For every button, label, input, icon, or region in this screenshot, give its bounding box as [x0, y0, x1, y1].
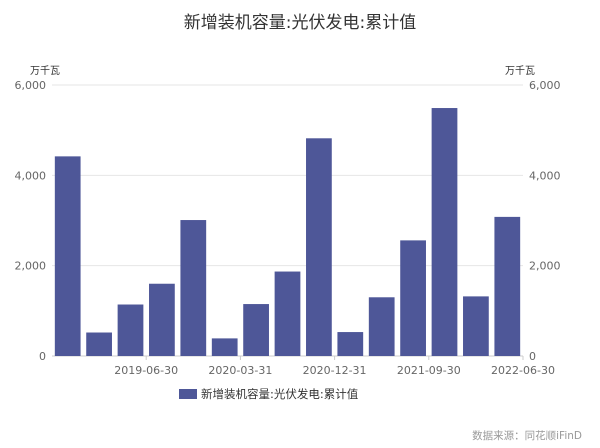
y-tick-label-right: 6,000 — [529, 79, 561, 92]
bar — [54, 156, 81, 356]
source-note: 数据来源：同花顺iFinD — [472, 430, 582, 442]
chart-title: 新增装机容量:光伏发电:累计值 — [183, 13, 417, 33]
y-tick-label-right: 2,000 — [529, 260, 561, 273]
y-tick-label-left: 2,000 — [15, 260, 47, 273]
bar — [117, 304, 144, 356]
y-tick-label-left: 6,000 — [15, 79, 47, 92]
bar — [337, 332, 364, 356]
legend[interactable]: 新增装机容量:光伏发电:累计值 — [179, 386, 358, 402]
bar — [494, 216, 521, 356]
x-tick-label: 2020-03-31 — [208, 364, 272, 377]
bar — [368, 297, 395, 356]
bar — [431, 108, 458, 356]
bar — [274, 271, 301, 356]
bar — [86, 332, 112, 356]
x-tick-label: 2019-06-30 — [114, 364, 178, 377]
legend-swatch — [179, 389, 197, 399]
bar — [211, 338, 238, 356]
bar — [149, 283, 175, 356]
bar — [463, 296, 489, 356]
left-axis-unit: 万千瓦 — [30, 66, 60, 77]
bar — [400, 240, 426, 356]
y-tick-label-left: 0 — [39, 350, 46, 363]
bar — [180, 220, 207, 356]
legend-label: 新增装机容量:光伏发电:累计值 — [201, 387, 359, 401]
y-tick-label-right: 0 — [529, 350, 536, 363]
right-axis-unit: 万千瓦 — [505, 66, 535, 77]
x-tick-label: 2022-06-30 — [491, 364, 555, 377]
bar — [243, 304, 269, 356]
y-tick-label-left: 4,000 — [15, 169, 47, 182]
y-tick-label-right: 4,000 — [529, 169, 561, 182]
bar — [306, 138, 332, 356]
x-tick-label: 2020-12-31 — [303, 364, 367, 377]
x-tick-label: 2021-09-30 — [397, 364, 461, 377]
